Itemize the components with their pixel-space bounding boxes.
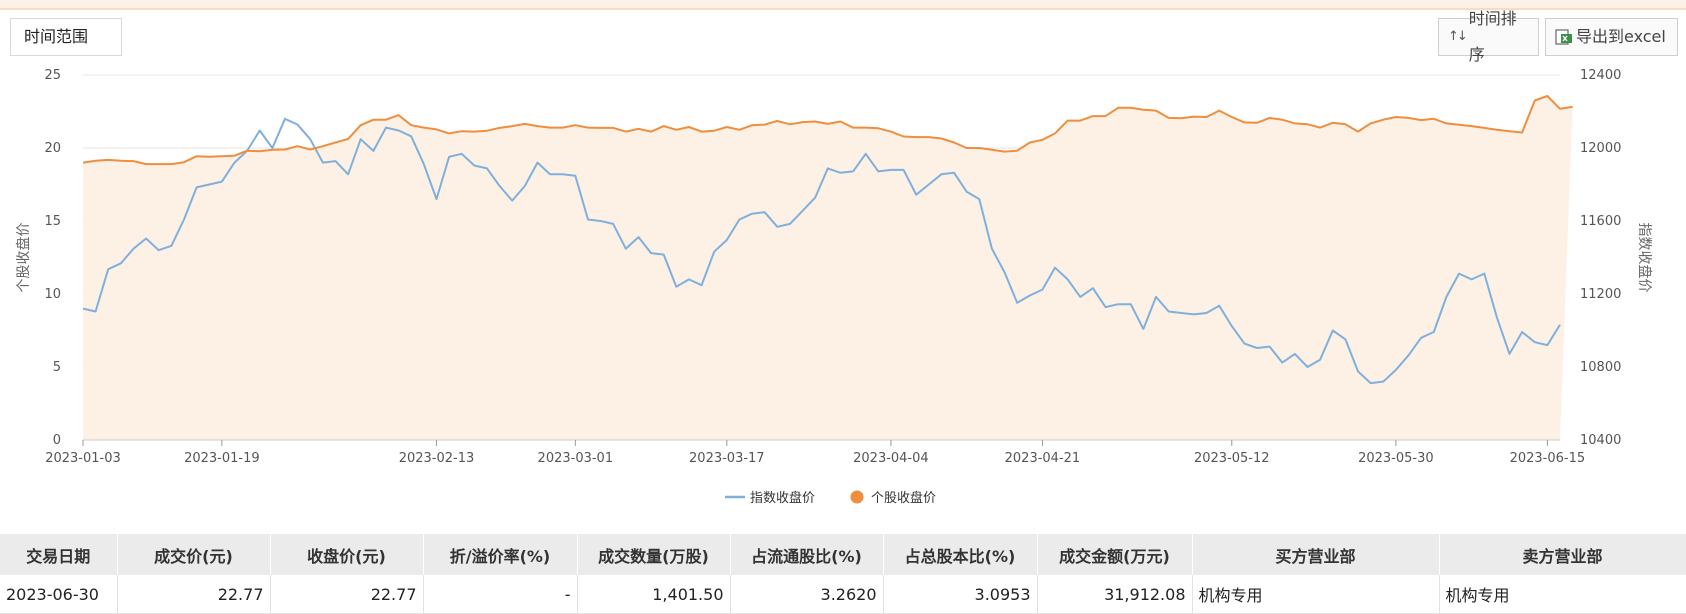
cell-trade-price: 22.77 — [117, 575, 271, 614]
x-tick-label: 2023-03-17 — [689, 451, 765, 466]
top-accent-strip — [0, 0, 1686, 10]
excel-icon — [1555, 29, 1572, 45]
x-tick-label: 2023-04-04 — [853, 451, 929, 466]
y-right-tick-label: 10400 — [1580, 433, 1621, 448]
series-line-index-close — [82, 117, 1561, 385]
x-tick-label: 2023-05-30 — [1358, 451, 1434, 466]
cell-volume: 1,401.50 — [577, 575, 731, 614]
cell-premium-rate: - — [423, 575, 578, 614]
y-left-tick-label: 15 — [44, 214, 61, 229]
legend-label-index-close: 指数收盘价 — [750, 490, 815, 506]
time-sort-button[interactable]: ↑↓ 时间排序 — [1438, 9, 1539, 64]
y-right-tick-label: 11200 — [1580, 287, 1621, 302]
y-right-tick-label: 12400 — [1580, 68, 1621, 83]
legend-label-stock-close: 个股收盘价 — [871, 490, 936, 506]
export-excel-label: 导出到excel — [1576, 27, 1666, 46]
cell-seller: 机构专用 — [1439, 575, 1686, 614]
header-trade-price[interactable]: 成交价(元) — [117, 534, 271, 575]
cell-trade-date: 2023-06-30 — [0, 575, 118, 614]
x-tick-label: 2023-01-03 — [45, 451, 121, 466]
header-float-ratio[interactable]: 占流通股比(%) — [730, 534, 884, 575]
cell-total-ratio: 3.0953 — [883, 575, 1038, 614]
y-right-tick-label: 11600 — [1580, 214, 1621, 229]
header-seller[interactable]: 卖方营业部 — [1439, 534, 1686, 575]
x-tick-label: 2023-03-01 — [538, 451, 614, 466]
header-close-price[interactable]: 收盘价(元) — [270, 534, 424, 575]
header-volume[interactable]: 成交数量(万股) — [577, 534, 731, 575]
x-tick-label: 2023-06-15 — [1510, 451, 1586, 466]
time-range-button[interactable]: 时间范围 — [10, 18, 122, 56]
x-tick-label: 2023-02-13 — [399, 451, 475, 466]
sort-arrows-icon: ↑↓ — [1448, 29, 1468, 44]
cell-buyer: 机构专用 — [1192, 575, 1440, 614]
legend-marker-stock-close — [850, 490, 864, 504]
y-left-axis-title: 个股收盘价 — [15, 223, 32, 293]
block-trade-table: 交易日期 成交价(元) 收盘价(元) 折/溢价率(%) 成交数量(万股) 占流通… — [0, 534, 1686, 614]
price-chart: 0 5 10 15 20 25 10400 10800 11200 11600 12000 12400… — [15, 68, 1653, 506]
export-excel-button[interactable]: 导出到excel — [1545, 18, 1678, 56]
cell-close-price: 22.77 — [270, 575, 424, 614]
time-sort-label: 时间排序 — [1468, 9, 1517, 64]
table-row: 2023-06-30 22.77 22.77 - 1,401.50 3.2620… — [0, 575, 1686, 614]
x-tick-label: 2023-04-21 — [1005, 451, 1081, 466]
header-amount[interactable]: 成交金额(万元) — [1037, 534, 1193, 575]
x-tick-label: 2023-05-12 — [1194, 451, 1270, 466]
header-premium-rate[interactable]: 折/溢价率(%) — [423, 534, 578, 575]
x-tick-label: 2023-01-19 — [184, 451, 260, 466]
y-right-tick-label: 10800 — [1580, 360, 1621, 375]
y-left-tick-label: 5 — [53, 360, 61, 375]
y-right-axis-title: 指数收盘价 — [1636, 223, 1653, 293]
table-header-row: 交易日期 成交价(元) 收盘价(元) 折/溢价率(%) 成交数量(万股) 占流通… — [0, 534, 1686, 575]
cell-float-ratio: 3.2620 — [730, 575, 884, 614]
y-left-tick-label: 20 — [44, 141, 61, 156]
y-left-tick-label: 25 — [44, 68, 61, 83]
series-line-stock-close — [82, 95, 1573, 166]
header-buyer[interactable]: 买方营业部 — [1192, 534, 1440, 575]
header-trade-date[interactable]: 交易日期 — [0, 534, 118, 575]
time-range-label: 时间范围 — [24, 27, 89, 46]
y-left-tick-label: 0 — [53, 433, 61, 448]
header-total-ratio[interactable]: 占总股本比(%) — [883, 534, 1038, 575]
y-right-tick-label: 12000 — [1580, 141, 1621, 156]
area-fill-stock-close — [83, 96, 1573, 440]
y-left-tick-label: 10 — [44, 287, 61, 302]
cell-amount: 31,912.08 — [1037, 575, 1193, 614]
